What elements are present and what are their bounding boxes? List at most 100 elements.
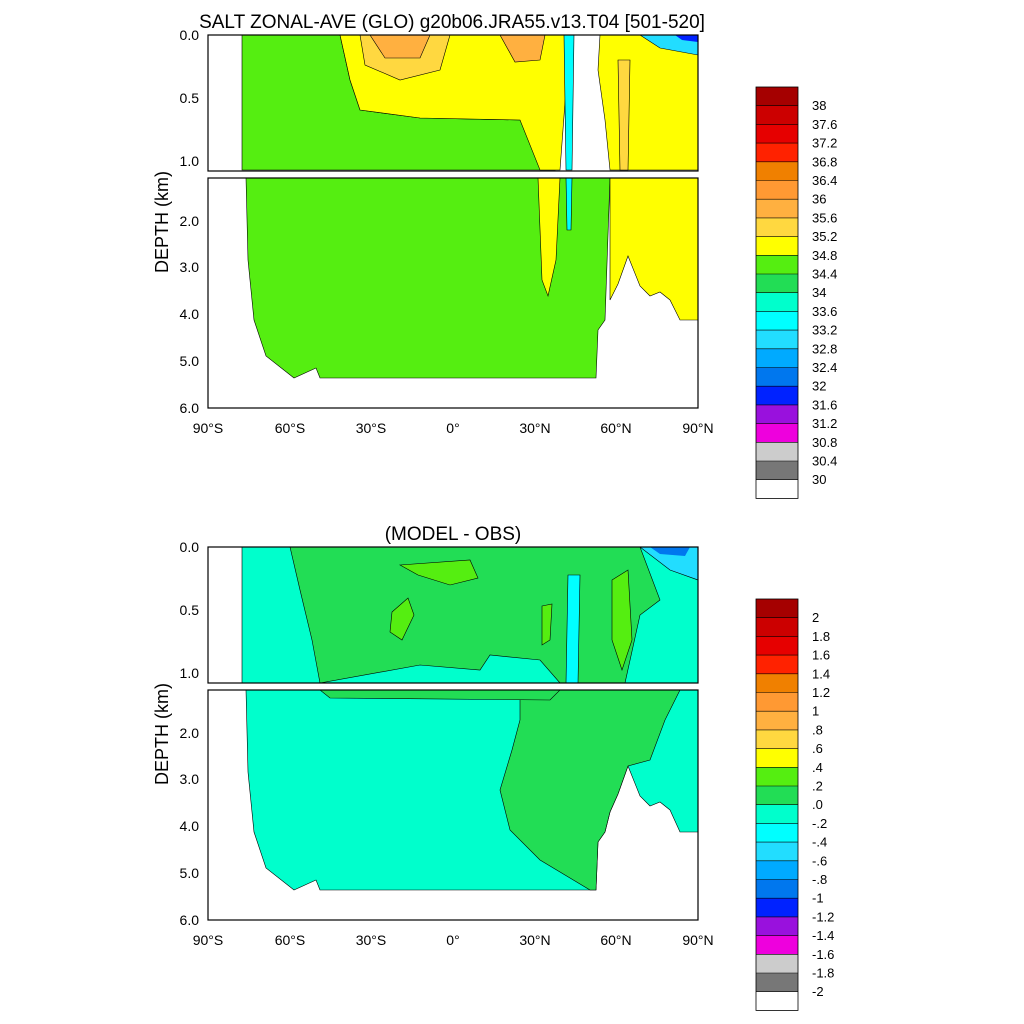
colorbar-label: 1.4 [812, 666, 830, 681]
colorbar-label: 2 [812, 610, 819, 625]
colorbar-label: 30 [812, 472, 826, 487]
colorbar-label: 34 [812, 285, 826, 300]
panel-model-minus-obs: (MODEL - OBS) DEPTH (km) 0.0 0.5 1.0 [152, 524, 834, 1011]
colorbar-label: 32.4 [812, 360, 837, 375]
y-tick-label: 4.0 [180, 818, 200, 834]
colorbar-swatch [756, 255, 798, 275]
panel-salinity: SALT ZONAL-AVE (GLO) g20b06.JRA55.v13.T0… [152, 12, 837, 499]
colorbar-swatch [756, 236, 798, 256]
colorbar-swatch [756, 404, 798, 424]
plot-frame-upper [207, 34, 699, 172]
colorbar-swatch [756, 692, 798, 712]
colorbar-swatch [756, 711, 798, 731]
chart-title: SALT ZONAL-AVE (GLO) g20b06.JRA55.v13.T0… [199, 12, 705, 33]
shallow-positive-strip [319, 690, 561, 701]
y-tick-label: 3.0 [180, 771, 200, 787]
colorbar-swatch [756, 729, 798, 749]
colorbar-swatch [756, 935, 798, 955]
colorbar-label: 1 [812, 704, 819, 719]
colorbar-swatch [756, 180, 798, 200]
x-tick-label: 60°S [275, 932, 306, 948]
x-tick-label: 90°N [682, 420, 713, 436]
colorbar-swatch [756, 311, 798, 331]
colorbar-label: .4 [812, 760, 823, 775]
y-axis-label: DEPTH (km) [152, 171, 172, 273]
north-subtropical-max [499, 35, 546, 63]
colorbar-swatch [756, 617, 798, 637]
colorbar-swatch [756, 655, 798, 675]
lower-field [208, 178, 698, 408]
x-ticks: 90°S 60°S 30°S 0° 30°N 60°N 90°N [193, 932, 714, 948]
y-tick-label: 2.0 [180, 725, 200, 741]
colorbar-label: 37.2 [812, 136, 837, 151]
colorbar-label: -1.6 [812, 947, 834, 962]
arctic-fresh-core [675, 35, 698, 42]
colorbar-label: 1.6 [812, 648, 830, 663]
colorbar-swatch [756, 823, 798, 843]
deep-positive-region [499, 690, 681, 891]
x-tick-label: 0° [446, 420, 459, 436]
x-tick-label: 90°N [682, 932, 713, 948]
subpolar-positive [611, 569, 633, 671]
y-tick-label: 2.0 [180, 213, 200, 229]
colorbar-label: 36 [812, 192, 826, 207]
colorbar-label: .8 [812, 722, 823, 737]
colorbar-swatch [756, 599, 798, 618]
colorbar-label: .0 [812, 797, 823, 812]
y-tick-label: 5.0 [180, 353, 200, 369]
colorbar-label: 34.4 [812, 267, 837, 282]
colorbar-label: -1.2 [812, 909, 834, 924]
x-ticks: 90°S 60°S 30°S 0° 30°N 60°N 90°N [193, 420, 714, 436]
subtropical-max-core [369, 35, 431, 59]
low-salinity-band [563, 35, 575, 171]
colorbar-swatch [756, 442, 798, 462]
colorbar-swatch [756, 916, 798, 936]
colorbar-swatch [756, 161, 798, 181]
deep-low-band [565, 178, 573, 231]
subpolar-max [617, 59, 631, 171]
colorbar-swatch [756, 274, 798, 293]
x-tick-label: 60°S [275, 420, 306, 436]
colorbar-label: -1.4 [812, 928, 834, 943]
colorbar-label: 35.6 [812, 210, 837, 225]
y-tick-label: 6.0 [180, 912, 200, 928]
y-tick-label: 4.0 [180, 306, 200, 322]
colorbar-label: -1 [812, 891, 824, 906]
y-tick-label: 0.0 [180, 27, 200, 43]
colorbar-swatch [756, 386, 798, 406]
colorbar-label: 31.6 [812, 397, 837, 412]
x-tick-label: 60°N [600, 932, 631, 948]
colorbar-swatch [756, 636, 798, 656]
positive-bias-region [289, 547, 661, 683]
colorbar-label: 36.4 [812, 173, 837, 188]
y-tick-label: 1.0 [180, 665, 200, 681]
x-tick-label: 30°N [519, 420, 550, 436]
colorbar-label: -.4 [812, 835, 827, 850]
colorbar-label: 33.6 [812, 304, 837, 319]
y-ticks-lower: 2.0 3.0 4.0 5.0 6.0 [180, 725, 200, 928]
colorbar-swatch [756, 879, 798, 899]
colorbar-label: 32.8 [812, 341, 837, 356]
plot-frame-lower [207, 177, 699, 409]
colorbar-swatch [756, 954, 798, 974]
colorbar-label: 34.8 [812, 248, 837, 263]
y-ticks-upper: 0.0 0.5 1.0 [180, 539, 200, 681]
x-tick-label: 30°S [356, 932, 387, 948]
colorbar-swatch [756, 748, 798, 768]
x-tick-label: 90°S [193, 932, 224, 948]
colorbar-label: 36.8 [812, 154, 837, 169]
colorbar-swatch [756, 217, 798, 237]
colorbar: 38 37.6 37.2 36.8 36.4 36 35.6 35.2 34.8 34.4 34 33… [755, 86, 837, 499]
deep-tongue [537, 178, 561, 298]
y-tick-label: 5.0 [180, 865, 200, 881]
y-tick-label: 0.0 [180, 539, 200, 555]
colorbar-swatch [756, 673, 798, 693]
x-tick-label: 0° [446, 932, 459, 948]
chart-title: (MODEL - OBS) [385, 524, 522, 545]
colorbar: 21.81.61.41.21.8.6.4.2.0-.2-.4-.6-.8-1-1… [755, 598, 834, 1011]
colorbar-swatch [756, 105, 798, 125]
colorbar-swatch [756, 860, 798, 880]
north-high-region [597, 35, 698, 171]
upper-field [208, 35, 698, 171]
